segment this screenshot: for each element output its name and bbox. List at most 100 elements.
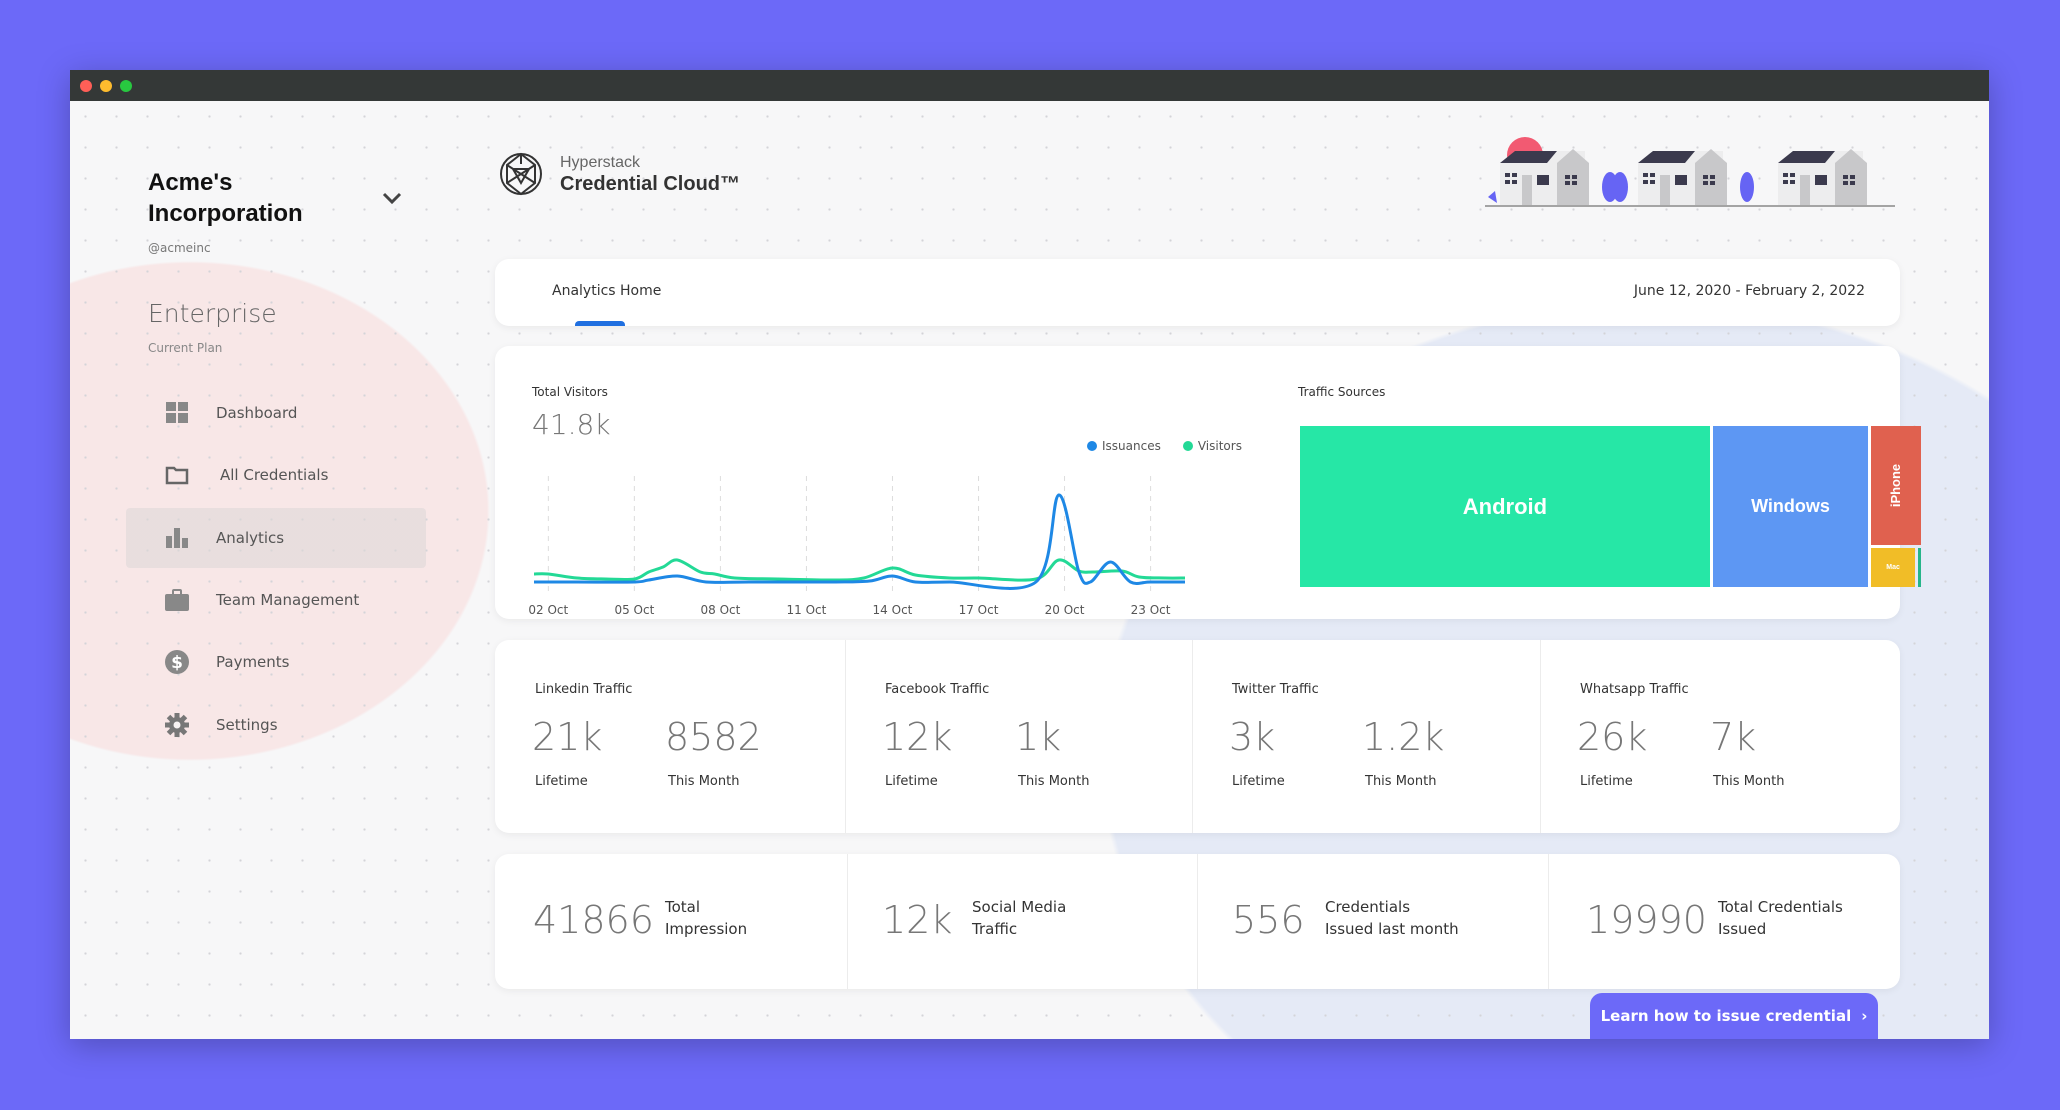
column-divider (847, 854, 848, 989)
brand-line2: Credential Cloud™ (560, 173, 741, 195)
month-value: 8582 (665, 715, 762, 759)
x-tick-label: 11 Oct (787, 603, 827, 617)
social-title: Twitter Traffic (1232, 682, 1319, 697)
org-switcher-chevron-down-icon[interactable] (382, 191, 402, 205)
summary-stat: 19990 Total Credentials Issued (1548, 854, 1898, 989)
summary-stats-card: 41866 Total Impression 12k Social Media Tra… (495, 854, 1900, 989)
treemap-cell-iphone[interactable]: iPhone (1871, 426, 1921, 546)
org-name: Acme's Incorporation (148, 169, 303, 227)
lifetime-label: Lifetime (1232, 774, 1285, 789)
social-traffic-whatsapp: Whatsapp Traffic 26k 7k Lifetime This Mo… (1530, 640, 1870, 833)
tab-bar: Analytics Home June 12, 2020 - February … (495, 259, 1900, 326)
app-window: Acme's Incorporation @acmeinc Enterprise … (70, 70, 1989, 1039)
series-line-visitors (533, 558, 1186, 582)
column-divider (1192, 640, 1193, 833)
month-label: This Month (1365, 774, 1437, 789)
social-title: Linkedin Traffic (535, 682, 633, 697)
legend-item-issuances[interactable]: Issuances (1087, 439, 1161, 453)
treemap-label: Windows (1751, 496, 1830, 516)
treemap-label: Android (1462, 493, 1548, 519)
social-traffic-twitter: Twitter Traffic 3k 1.2k Lifetime This Mo… (1182, 640, 1522, 833)
lifetime-value: 3k (1229, 715, 1276, 759)
lifetime-label: Lifetime (1580, 774, 1633, 789)
summary-stat: 41866 Total Impression (495, 854, 845, 989)
houses-illustration (1485, 137, 1895, 207)
chart-legend: Issuances Visitors (1087, 439, 1242, 453)
org-handle: @acmeinc (148, 241, 211, 255)
tab-analytics-home[interactable]: Analytics Home (552, 283, 662, 299)
active-tab-indicator (575, 321, 625, 326)
sidebar-item-label: Payments (216, 653, 290, 671)
stat-label: Social Media Traffic (972, 898, 1067, 938)
briefcase-icon (164, 587, 190, 613)
cta-label: Learn how to issue credential (1600, 1007, 1852, 1025)
total-visitors-value: 41.8k (532, 408, 611, 441)
grid-icon (164, 400, 190, 426)
lifetime-value: 12k (882, 715, 953, 759)
stat-label: Total Credentials Issued (1718, 898, 1843, 938)
stat-value: 12k (882, 898, 953, 942)
minimize-window-button[interactable] (100, 80, 112, 92)
title-bar (70, 70, 1989, 101)
lifetime-value: 26k (1577, 715, 1648, 759)
app-content: Acme's Incorporation @acmeinc Enterprise … (70, 101, 1989, 1039)
plan-label: Current Plan (148, 341, 223, 355)
social-traffic-facebook: Facebook Traffic 12k 1k Lifetime This Mo… (835, 640, 1175, 833)
plan-name: Enterprise (148, 299, 277, 328)
treemap-label: Mac (1886, 564, 1900, 572)
sidebar-item-dashboard[interactable]: Dashboard (126, 383, 426, 443)
column-divider (1540, 640, 1541, 833)
stat-label: Total Impression (665, 898, 748, 938)
stat-value: 41866 (533, 898, 654, 942)
learn-issue-credential-button[interactable]: Learn how to issue credential › (1590, 993, 1878, 1039)
social-traffic-linkedin: Linkedin Traffic 21k 8582 Lifetime This … (485, 640, 825, 833)
month-value: 1.2k (1362, 715, 1445, 759)
sidebar-item-label: Dashboard (216, 404, 298, 422)
sidebar-item-label: Settings (216, 716, 278, 734)
column-divider (1548, 854, 1549, 989)
month-value: 1k (1015, 715, 1062, 759)
legend-item-visitors[interactable]: Visitors (1182, 439, 1242, 453)
month-value: 7k (1710, 715, 1757, 759)
sidebar-item-settings[interactable]: Settings (126, 695, 426, 755)
date-range-picker[interactable]: June 12, 2020 - February 2, 2022 (1633, 283, 1865, 299)
column-divider (1197, 854, 1198, 989)
month-label: This Month (1713, 774, 1785, 789)
sidebar-item-label: All Credentials (220, 466, 329, 484)
folder-icon (164, 462, 190, 488)
maximize-window-button[interactable] (120, 80, 132, 92)
sidebar-item-label: Analytics (216, 529, 285, 547)
sidebar-item-all-credentials[interactable]: All Credentials (126, 445, 426, 505)
visitors-card: Total Visitors 41.8k Issuances Visitors … (495, 346, 1921, 619)
close-window-button[interactable] (80, 80, 92, 92)
month-label: This Month (1018, 774, 1090, 789)
stat-label: Credentials Issued last month (1325, 898, 1459, 938)
line-chart: 02 Oct 05 Oct 08 Oct 11 Oct 14 Oct 17 Oct 20 O… (528, 476, 1186, 617)
lifetime-value: 21k (532, 715, 603, 759)
x-tick-label: 02 Oct (528, 603, 568, 617)
column-divider (845, 640, 846, 833)
dollar-icon: $ (164, 649, 190, 675)
social-title: Whatsapp Traffic (1580, 682, 1689, 697)
sidebar-item-analytics[interactable]: Analytics (126, 508, 426, 568)
chevron-right-icon: › (1861, 1007, 1868, 1025)
stat-value: 556 (1232, 898, 1305, 942)
treemap-label: iPhone (1888, 463, 1904, 508)
lifetime-label: Lifetime (535, 774, 588, 789)
x-tick-label: 08 Oct (700, 603, 740, 617)
treemap-cell-windows[interactable]: Windows (1712, 426, 1869, 587)
social-traffic-card: Linkedin Traffic 21k 8582 Lifetime This … (495, 640, 1900, 833)
x-tick-label: 14 Oct (873, 603, 913, 617)
series-line-issuances (534, 493, 1185, 590)
hyperstack-logo-icon (500, 152, 542, 196)
svg-text:$: $ (171, 653, 183, 673)
summary-stat: 556 Credentials Issued last month (1197, 854, 1547, 989)
x-tick-label: 20 Oct (1045, 603, 1085, 617)
treemap-cell-android[interactable]: Android (1300, 426, 1710, 587)
sidebar-item-team-management[interactable]: Team Management (126, 570, 426, 630)
chart-title: Total Visitors (532, 385, 608, 399)
treemap-cell-other[interactable] (1918, 548, 1921, 587)
summary-stat: 12k Social Media Traffic (847, 854, 1197, 989)
treemap-cell-mac[interactable]: Mac (1871, 548, 1915, 587)
sidebar-item-payments[interactable]: $ Payments (126, 632, 426, 692)
